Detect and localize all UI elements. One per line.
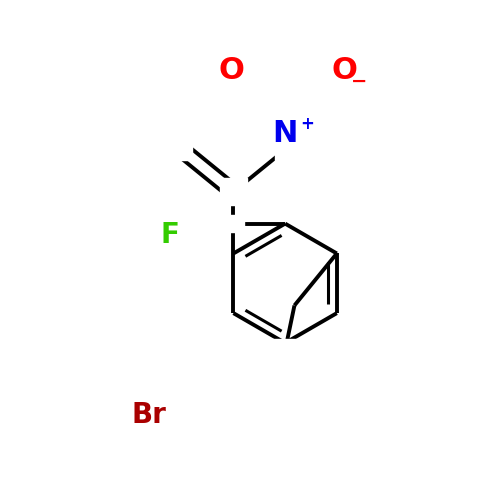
Text: O: O [332, 56, 357, 85]
Text: F: F [160, 221, 179, 249]
Text: −: − [350, 72, 367, 90]
Text: O: O [218, 56, 244, 85]
Bar [171, 139, 192, 160]
Bar [226, 215, 244, 232]
Text: N: N [272, 118, 298, 148]
Bar [220, 178, 247, 206]
Bar [272, 339, 297, 364]
Bar [275, 139, 296, 160]
Text: +: + [300, 114, 314, 132]
Text: Br: Br [131, 400, 166, 428]
